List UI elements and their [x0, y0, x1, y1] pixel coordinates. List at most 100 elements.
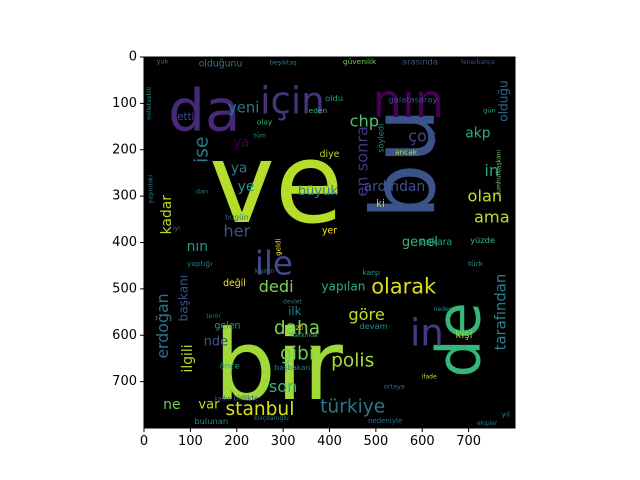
- word-30: başkanı: [176, 275, 190, 322]
- word-17: dedi: [259, 277, 294, 296]
- word-75: geldi: [274, 239, 282, 256]
- x-tick-label-7: 700: [456, 434, 481, 449]
- y-tick-label-6: 600: [112, 328, 137, 343]
- word-3: da: [168, 76, 240, 144]
- word-92: terör: [206, 313, 221, 320]
- word-62: kişi: [456, 330, 473, 341]
- word-56: yer: [322, 225, 337, 236]
- word-41: genel: [402, 235, 438, 250]
- word-46: ilk: [288, 304, 301, 318]
- word-31: nın: [187, 239, 208, 255]
- word-16: göre: [348, 305, 384, 324]
- word-44: ne: [163, 397, 180, 413]
- word-34: ya: [234, 135, 250, 150]
- word-78: milletvekili: [146, 87, 153, 120]
- word-79: yük: [157, 58, 169, 66]
- y-tick-label-2: 200: [112, 142, 137, 157]
- word-58: başbakan: [275, 363, 311, 372]
- word-49: olduğunu: [199, 58, 243, 69]
- word-26: tarafından: [493, 274, 510, 351]
- y-axis: 0 100 200 300 400 500 600 700: [112, 50, 144, 389]
- word-51: ankara: [420, 237, 452, 248]
- word-23: chp: [350, 111, 379, 130]
- x-axis: 0 100 200 300 400 500 600 700: [140, 428, 481, 449]
- word-94: ekipler: [477, 420, 498, 427]
- word-68: olay: [257, 117, 273, 126]
- word-93: devlet: [283, 298, 302, 305]
- x-tick-label-0: 0: [140, 434, 148, 449]
- word-14: gibi: [280, 343, 314, 364]
- word-40: olduğu: [496, 80, 510, 121]
- word-6: ile: [255, 244, 293, 282]
- word-21: in: [484, 161, 499, 180]
- y-tick-label-0: 0: [129, 50, 137, 65]
- word-35: ya: [231, 160, 248, 176]
- word-86: kadın: [215, 396, 232, 403]
- x-tick-label-6: 600: [410, 434, 435, 449]
- word-20: akp: [465, 126, 491, 142]
- word-50: yüzde: [470, 235, 495, 245]
- word-73: gün: [483, 106, 495, 114]
- word-24: en sonra: [352, 126, 371, 197]
- word-72: ancak: [395, 148, 418, 157]
- word-55: güvenilik: [343, 57, 377, 66]
- word-45: var: [198, 397, 220, 412]
- word-71: türk: [468, 259, 484, 268]
- word-67: birlikte: [233, 393, 259, 402]
- y-tick-label-4: 400: [112, 235, 137, 250]
- word-22: çok: [408, 126, 437, 145]
- word-90: nedeniyle: [368, 417, 402, 425]
- word-1: bir: [214, 309, 344, 422]
- word-95: 20: [296, 325, 304, 332]
- word-12: polis: [331, 350, 374, 371]
- word-13: daha: [274, 318, 320, 339]
- word-89: neden: [434, 306, 453, 313]
- word-29: ilgili: [180, 344, 196, 372]
- word-4: nın: [372, 74, 444, 128]
- word-18: ama: [474, 207, 510, 226]
- word-38: etti: [177, 112, 194, 123]
- word-64: oldu: [325, 93, 343, 103]
- word-81: fenerbahçe: [461, 59, 495, 66]
- word-48: önce: [220, 360, 240, 370]
- word-27: erdoğan: [153, 293, 172, 358]
- word-33: ise: [191, 137, 212, 163]
- y-tick-label-1: 100: [112, 96, 137, 111]
- word-2: bu: [352, 108, 455, 220]
- word-74: yaptığı: [187, 259, 212, 268]
- word-80: beşiktaş: [270, 59, 298, 67]
- x-tick-label-3: 300: [271, 434, 296, 449]
- word-9: olarak: [371, 275, 437, 299]
- word-53: galatasaray: [389, 95, 438, 105]
- word-70: yıl: [501, 410, 509, 419]
- word-19: olan: [468, 187, 503, 206]
- word-52: diye: [320, 149, 340, 160]
- x-tick-label-5: 500: [363, 434, 388, 449]
- word-59: değil: [223, 278, 246, 289]
- word-61: karşı: [362, 268, 380, 277]
- y-tick-label-7: 700: [112, 374, 137, 389]
- word-63: ki: [376, 199, 385, 210]
- word-96: iyi: [173, 225, 180, 232]
- plot-area: [144, 57, 515, 428]
- word-43: nde: [204, 335, 229, 350]
- word-11: stanbul: [225, 399, 294, 420]
- word-25: ardından: [364, 179, 426, 195]
- word-37: yeni: [228, 100, 259, 117]
- word-91: hakkında: [290, 332, 318, 339]
- word-66: bugün: [225, 212, 249, 221]
- word-76: kişinin: [255, 268, 274, 275]
- word-77: yaşındaki: [147, 175, 154, 204]
- word-42: yapılan: [321, 280, 365, 294]
- word-54: arasında: [402, 57, 438, 67]
- word-85: kılıçdaroğlu: [254, 415, 289, 422]
- word-8: in: [410, 311, 444, 354]
- word-83: tüm: [254, 132, 266, 139]
- y-tick-label-3: 300: [112, 189, 137, 204]
- x-tick-label-2: 200: [224, 434, 249, 449]
- word-0: ve: [209, 120, 343, 249]
- word-15: son: [269, 377, 298, 396]
- word-84: dan: [196, 187, 208, 195]
